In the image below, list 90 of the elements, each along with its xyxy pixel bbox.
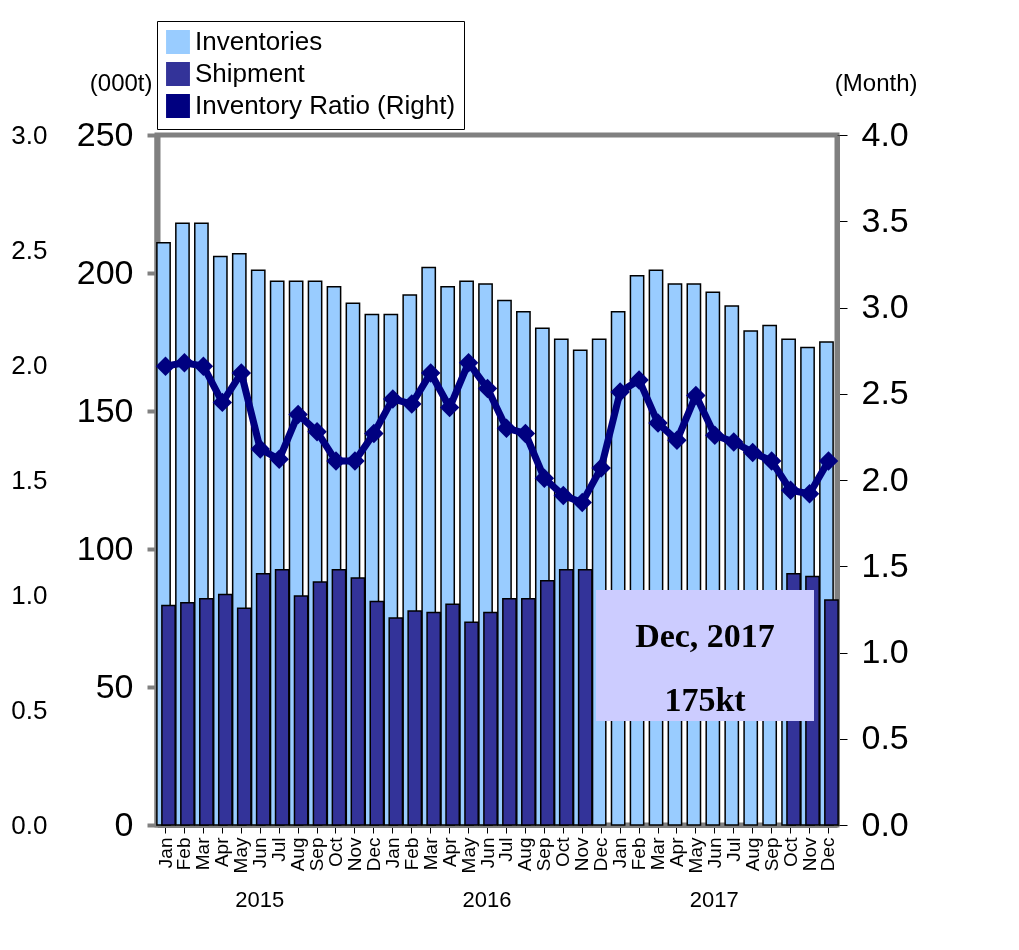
x-tick-label: Jul <box>722 837 744 862</box>
point <box>420 363 441 383</box>
y3-tick-label: 2.5 <box>11 234 48 265</box>
point <box>402 394 422 414</box>
y3-tick-label: 0.5 <box>11 694 48 725</box>
point <box>288 404 308 425</box>
point <box>458 352 479 373</box>
y2-tick-label: 2.0 <box>861 459 909 498</box>
point <box>383 389 403 409</box>
y-tick-label: 200 <box>76 252 134 291</box>
point <box>629 370 649 390</box>
point <box>610 382 630 402</box>
y2-tick-label: 3.5 <box>861 200 909 239</box>
x-tick-label: Jan <box>154 837 176 869</box>
y2-tick-label: 2.5 <box>861 373 909 412</box>
point <box>345 451 365 471</box>
point <box>780 480 801 501</box>
x-tick-label: Jan <box>609 837 631 869</box>
point <box>307 421 327 442</box>
y2-tick-label: 0.0 <box>861 804 909 843</box>
x-tick-label: Dec <box>590 837 612 872</box>
point <box>553 485 574 506</box>
annotation: 175kt <box>663 680 747 721</box>
x-tick-label: Dec <box>817 837 839 872</box>
x-tick-label: Jul <box>495 837 517 862</box>
y2-tick-label: 3.0 <box>861 287 909 325</box>
legend-label: Inventories <box>195 26 323 56</box>
x-tick-label: Dec <box>362 837 384 872</box>
text: 2016 <box>461 887 513 913</box>
y3-tick-label: 3.0 <box>11 119 48 150</box>
point <box>686 385 706 406</box>
x-tick-label: Mar <box>647 836 668 871</box>
x-tick-label: Aug <box>514 837 536 872</box>
x-tick-label: Nov <box>798 837 820 872</box>
y2-tick-label: 1.5 <box>861 545 909 584</box>
y2-axis-title: (Month) <box>834 68 918 96</box>
y2-tick-label: 0.5 <box>861 718 909 757</box>
x-tick-label: Jan <box>381 837 403 869</box>
point <box>515 423 536 444</box>
point <box>724 432 744 452</box>
x-tick-label: Jul <box>268 837 290 862</box>
point <box>818 451 839 471</box>
y2-tick-label: 1.0 <box>861 632 909 670</box>
point <box>667 430 687 451</box>
x-tick-label: Feb <box>400 837 422 871</box>
y-tick-label: 50 <box>95 666 134 705</box>
point <box>705 425 725 445</box>
x-tick-label: Apr <box>211 836 233 868</box>
point <box>591 458 611 478</box>
text: 2015 <box>234 887 286 913</box>
x-tick-label: Feb <box>628 837 650 871</box>
point <box>648 413 668 433</box>
text: 2017 <box>688 887 740 913</box>
y3-tick-label: 1.0 <box>11 579 48 610</box>
point <box>534 468 555 489</box>
point <box>439 397 460 418</box>
point <box>326 451 346 471</box>
point <box>477 378 498 399</box>
y3-tick-label: 0.0 <box>11 809 48 840</box>
point <box>364 423 384 444</box>
x-tick-label: Apr <box>665 836 687 868</box>
y3-tick-label: 1.5 <box>11 464 48 495</box>
point <box>496 418 517 438</box>
legend-label: Inventory Ratio (Right) <box>195 90 456 120</box>
x-tick-label: Mar <box>419 836 441 871</box>
point <box>174 352 195 373</box>
x-tick-label: Feb <box>173 837 195 871</box>
point <box>250 439 270 459</box>
x-tick-label: Aug <box>287 837 309 872</box>
point <box>572 492 592 513</box>
x-tick-label: Apr <box>438 836 460 868</box>
y-axis-title: (000t) <box>89 68 153 96</box>
annotation: Dec, 2017 <box>634 616 776 657</box>
y-tick-label: 100 <box>76 528 134 567</box>
y3-tick-label: 2.0 <box>11 349 48 380</box>
point <box>193 356 214 376</box>
point <box>799 484 820 504</box>
point <box>761 451 782 471</box>
point <box>212 392 233 413</box>
y-tick-label: 0 <box>114 804 134 843</box>
y-tick-label: 150 <box>76 390 134 429</box>
legend-label: Shipment <box>195 58 306 88</box>
point <box>742 442 763 463</box>
x-tick-label: Mar <box>192 836 214 871</box>
point <box>155 356 176 376</box>
point <box>269 449 289 470</box>
y2-tick-label: 4.0 <box>861 114 909 153</box>
x-tick-label: Nov <box>343 837 365 872</box>
y-tick-label: 250 <box>76 114 134 153</box>
x-tick-label: Nov <box>571 837 593 872</box>
